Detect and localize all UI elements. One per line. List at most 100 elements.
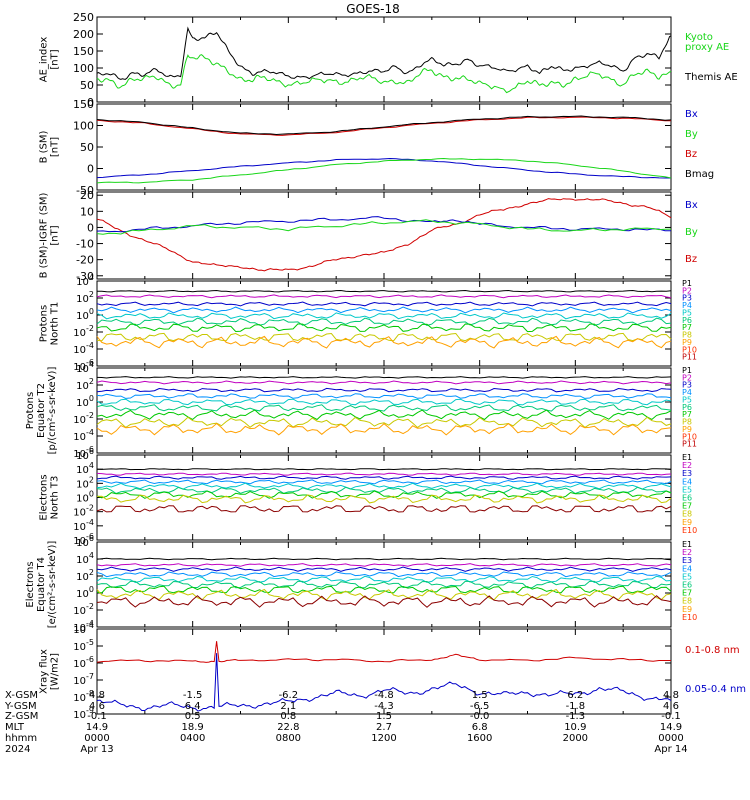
channel-line-p5 (96, 312, 672, 320)
series-line-by (96, 219, 672, 235)
channel-line-e1 (96, 468, 672, 471)
legend-entry: E3 (682, 556, 692, 565)
legend-entry: E5 (682, 485, 692, 494)
ephemeris-value: 0.8 (280, 711, 296, 722)
legend-entry: Bz (685, 254, 697, 265)
y-tick-label: 10-4 (73, 341, 94, 356)
ephemeris-value: 4.8 (89, 690, 105, 701)
y-axis-label: Equator T2 (36, 383, 47, 438)
legend-entry: Themis AE (684, 72, 738, 83)
channel-line-p3 (96, 387, 672, 393)
channel-line-p3 (96, 301, 672, 307)
y-tick-label: 100 (76, 394, 94, 409)
ephemeris-value: 18.9 (182, 722, 204, 733)
legend-entry: proxy AE (685, 42, 729, 53)
legend-entry: P4 (682, 301, 692, 310)
channel-line-p4 (96, 393, 672, 399)
channel-line-p4 (96, 306, 672, 314)
ephemeris-value: 1200 (371, 733, 396, 744)
legend-entry: 0.1-0.8 nm (685, 645, 740, 656)
y-tick-label: 104 (76, 551, 94, 566)
legend-entry: P1 (682, 279, 692, 288)
y-tick-label: -30 (76, 270, 94, 283)
ephemeris-value: -6.5 (470, 701, 490, 712)
series-line-bmag (96, 115, 672, 136)
ephemeris-value: Apr 14 (654, 744, 687, 755)
ephemeris-value: 6.8 (472, 722, 488, 733)
ephemeris-value: -1.3 (566, 711, 586, 722)
y-tick-label: 102 (76, 568, 94, 583)
legend-entry: P3 (682, 381, 692, 390)
ephemeris-value: 4.8 (663, 690, 679, 701)
channel-line-e4 (96, 479, 672, 485)
ephemeris-row-label: Y-GSM (4, 701, 37, 712)
y-tick-label: 0 (87, 96, 94, 109)
legend-entry: P5 (682, 308, 692, 317)
legend-entry: P7 (682, 323, 692, 332)
channel-line-p8 (96, 416, 672, 429)
y-axis-label: [nT] (50, 137, 61, 157)
ephemeris-value: 0000 (84, 733, 109, 744)
ephemeris-value: 6.4 (185, 701, 201, 712)
series-line-0-1-0-8-nm (96, 641, 671, 663)
ephemeris-value: 4.6 (89, 701, 105, 712)
legend-entry: Bz (685, 149, 697, 160)
legend-entry: E9 (682, 518, 692, 527)
legend-entry: E8 (682, 510, 692, 519)
ephemeris-value: 2.7 (376, 722, 392, 733)
legend-entry: E1 (682, 540, 692, 549)
series-line-bx (96, 157, 671, 179)
y-axis-label: [nT] (50, 225, 61, 245)
series-line-0-05-0-4-nm (96, 653, 672, 712)
legend-entry: By (685, 227, 698, 238)
ephemeris-row-label: X-GSM (5, 690, 38, 701)
legend-entry: E10 (682, 613, 697, 622)
legend-entry: P7 (682, 410, 692, 419)
ephemeris-value: -0.1 (661, 711, 681, 722)
y-tick-label: 10 (80, 205, 94, 218)
y-tick-label: 250 (73, 11, 94, 24)
legend-entry: P9 (682, 425, 692, 434)
y-tick-label: 10-2 (73, 324, 94, 339)
legend-entry: P8 (682, 418, 692, 427)
y-axis-label: Equator T4 (36, 557, 47, 612)
channel-line-p1 (96, 376, 672, 379)
y-axis-label: [p/(cm²-s-sr-keV)] (47, 367, 58, 455)
channel-line-e8 (96, 588, 672, 601)
legend-entry: Kyoto (685, 32, 713, 43)
legend-entry: P8 (682, 331, 692, 340)
legend-entry: E10 (682, 526, 697, 535)
legend-entry: Bx (685, 200, 698, 211)
channel-line-p2 (96, 294, 672, 299)
ephemeris-value: 1600 (467, 733, 492, 744)
series-line-bz (96, 116, 671, 136)
y-axis-label: Electrons (39, 474, 50, 520)
channel-line-e7 (96, 585, 672, 594)
y-tick-label: 102 (76, 475, 94, 490)
channel-line-e5 (96, 575, 672, 584)
y-axis-label: Xray flux (39, 649, 50, 694)
legend-entry: P2 (682, 373, 692, 382)
y-tick-label: 10-2 (73, 602, 94, 617)
ephemeris-value: 14.9 (660, 722, 682, 733)
ephemeris-value: -4.8 (374, 690, 394, 701)
legend-entry: 0.05-0.4 nm (685, 684, 746, 695)
channel-line-e9 (96, 505, 672, 513)
y-axis-label: [e/(cm²-s-sr-keV)] (47, 541, 58, 629)
y-tick-label: 104 (76, 461, 94, 476)
ephemeris-value: 2000 (563, 733, 588, 744)
series-line-kyoto-proxy-ae (96, 54, 672, 94)
y-tick-label: 0 (87, 163, 94, 176)
ephemeris-value: 10.9 (564, 722, 586, 733)
legend-entry: P11 (682, 353, 697, 362)
legend-entry: E4 (682, 564, 692, 573)
legend-entry: E9 (682, 605, 692, 614)
ephemeris-row-label: Z-GSM (5, 711, 38, 722)
channel-line-e9 (96, 595, 672, 608)
legend-entry: E6 (682, 494, 692, 503)
channel-line-p6 (96, 317, 672, 326)
channel-line-e7 (96, 490, 672, 499)
channel-line-p2 (96, 380, 672, 385)
